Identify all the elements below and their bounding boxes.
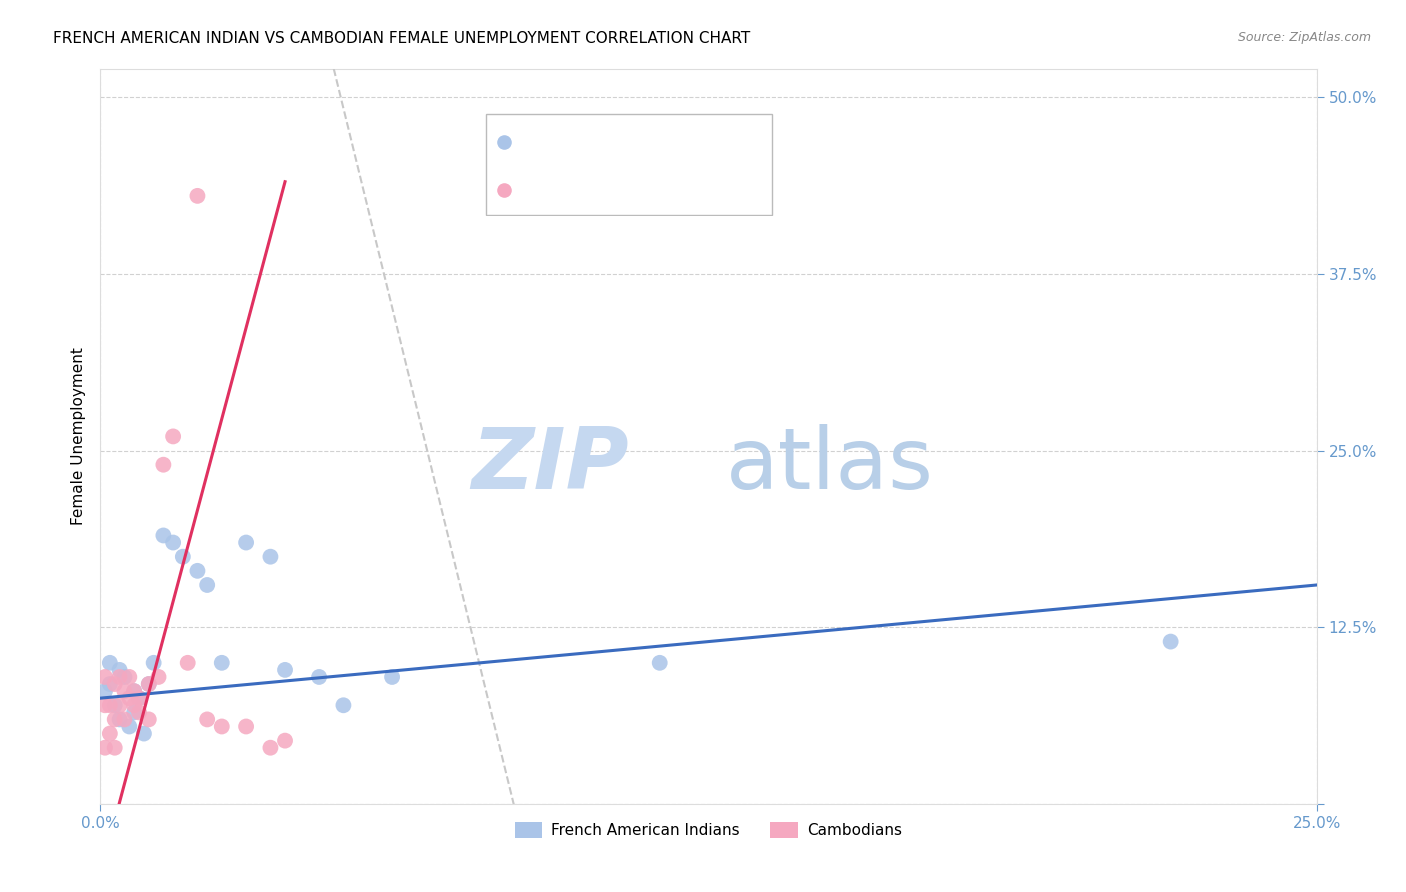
Point xyxy=(118,691,141,706)
Point xyxy=(128,691,150,706)
Point xyxy=(94,684,117,698)
Point xyxy=(98,698,121,713)
Point xyxy=(122,684,145,698)
Point xyxy=(211,656,233,670)
Point xyxy=(648,656,671,670)
Point xyxy=(186,189,208,203)
Legend: French American Indians, Cambodians: French American Indians, Cambodians xyxy=(509,815,908,845)
Point xyxy=(211,719,233,733)
Point xyxy=(308,670,330,684)
Point xyxy=(118,670,141,684)
Point xyxy=(104,698,127,713)
Point xyxy=(381,670,404,684)
Point xyxy=(152,528,174,542)
Point xyxy=(138,677,160,691)
Point xyxy=(118,719,141,733)
Point xyxy=(172,549,194,564)
Point xyxy=(195,578,218,592)
Point xyxy=(1160,634,1182,648)
Point xyxy=(122,684,145,698)
Point xyxy=(235,719,257,733)
Text: atlas: atlas xyxy=(725,425,934,508)
Point xyxy=(98,656,121,670)
Point xyxy=(114,713,136,727)
Point xyxy=(148,670,170,684)
Point xyxy=(108,713,131,727)
Point xyxy=(186,564,208,578)
Point xyxy=(235,535,257,549)
Point xyxy=(108,663,131,677)
Point xyxy=(195,713,218,727)
Text: ZIP: ZIP xyxy=(471,425,630,508)
Point xyxy=(138,713,160,727)
Point xyxy=(259,549,281,564)
Point xyxy=(104,713,127,727)
Text: Source: ZipAtlas.com: Source: ZipAtlas.com xyxy=(1237,31,1371,45)
Point xyxy=(332,698,354,713)
Point xyxy=(177,656,200,670)
Point xyxy=(104,677,127,691)
Point xyxy=(122,698,145,713)
Point xyxy=(152,458,174,472)
Point xyxy=(104,740,127,755)
Point xyxy=(162,429,184,443)
Point xyxy=(274,663,297,677)
Point xyxy=(108,670,131,684)
Point xyxy=(98,677,121,691)
Point xyxy=(142,656,165,670)
Point xyxy=(162,535,184,549)
Point xyxy=(98,726,121,740)
Point xyxy=(132,726,155,740)
Y-axis label: Female Unemployment: Female Unemployment xyxy=(72,348,86,525)
Point xyxy=(259,740,281,755)
Point xyxy=(94,670,117,684)
Point xyxy=(108,698,131,713)
Text: FRENCH AMERICAN INDIAN VS CAMBODIAN FEMALE UNEMPLOYMENT CORRELATION CHART: FRENCH AMERICAN INDIAN VS CAMBODIAN FEMA… xyxy=(53,31,751,46)
Point xyxy=(128,691,150,706)
Point xyxy=(94,740,117,755)
Point xyxy=(138,677,160,691)
Point xyxy=(128,706,150,720)
Point xyxy=(94,698,117,713)
Point xyxy=(122,706,145,720)
Point xyxy=(114,684,136,698)
Point xyxy=(114,670,136,684)
Point xyxy=(274,733,297,747)
